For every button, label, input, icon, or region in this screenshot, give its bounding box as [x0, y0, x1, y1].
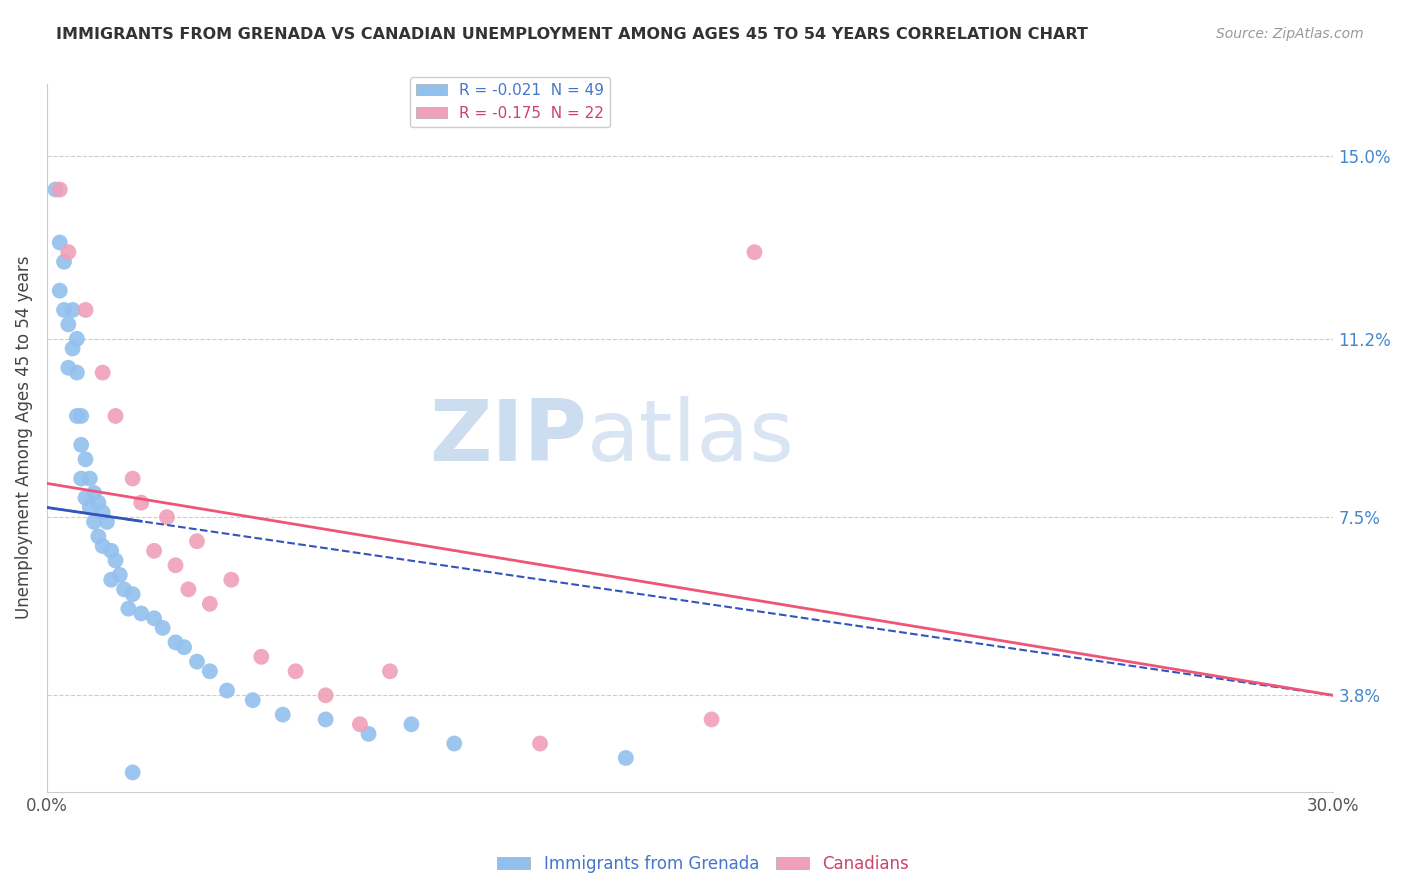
Point: [143, 544, 166, 558]
Point: [44, 182, 66, 196]
Point: [529, 737, 551, 751]
Point: [48, 235, 70, 250]
Point: [62, 302, 84, 317]
Point: [53, 302, 76, 317]
Point: [91, 366, 114, 380]
Point: [315, 713, 337, 727]
Point: [66, 366, 89, 380]
Point: [83, 515, 105, 529]
Point: [443, 737, 465, 751]
Point: [177, 582, 200, 597]
Text: ZIP: ZIP: [429, 396, 588, 479]
Point: [156, 510, 179, 524]
Point: [58, 245, 80, 260]
Point: [744, 245, 766, 260]
Point: [242, 693, 264, 707]
Point: [165, 635, 187, 649]
Point: [108, 568, 131, 582]
Point: [401, 717, 423, 731]
Point: [271, 707, 294, 722]
Legend: Immigrants from Grenada, Canadians: Immigrants from Grenada, Canadians: [491, 848, 915, 880]
Point: [112, 582, 135, 597]
Point: [48, 182, 70, 196]
Point: [104, 553, 127, 567]
Point: [66, 332, 89, 346]
Point: [91, 505, 114, 519]
Legend: R = -0.021  N = 49, R = -0.175  N = 22: R = -0.021 N = 49, R = -0.175 N = 22: [411, 77, 610, 127]
Point: [614, 751, 637, 765]
Point: [87, 529, 110, 543]
Point: [70, 472, 93, 486]
Point: [349, 717, 371, 731]
Point: [165, 558, 187, 573]
Point: [129, 496, 152, 510]
Point: [143, 611, 166, 625]
Point: [58, 318, 80, 332]
Y-axis label: Unemployment Among Ages 45 to 54 years: Unemployment Among Ages 45 to 54 years: [15, 256, 32, 619]
Point: [121, 765, 143, 780]
Point: [121, 472, 143, 486]
Point: [70, 438, 93, 452]
Point: [173, 640, 195, 655]
Point: [100, 573, 122, 587]
Point: [129, 607, 152, 621]
Point: [62, 342, 84, 356]
Point: [53, 254, 76, 268]
Text: atlas: atlas: [588, 396, 796, 479]
Point: [198, 597, 221, 611]
Point: [121, 587, 143, 601]
Point: [221, 573, 243, 587]
Point: [700, 713, 723, 727]
Point: [152, 621, 174, 635]
Text: IMMIGRANTS FROM GRENADA VS CANADIAN UNEMPLOYMENT AMONG AGES 45 TO 54 YEARS CORRE: IMMIGRANTS FROM GRENADA VS CANADIAN UNEM…: [56, 27, 1088, 42]
Point: [70, 409, 93, 423]
Point: [66, 409, 89, 423]
Point: [198, 665, 221, 679]
Point: [186, 655, 208, 669]
Point: [96, 515, 118, 529]
Point: [75, 302, 97, 317]
Point: [315, 689, 337, 703]
Point: [87, 496, 110, 510]
Point: [83, 486, 105, 500]
Point: [250, 649, 273, 664]
Point: [215, 683, 238, 698]
Point: [117, 601, 139, 615]
Text: Source: ZipAtlas.com: Source: ZipAtlas.com: [1216, 27, 1364, 41]
Point: [186, 534, 208, 549]
Point: [75, 491, 97, 505]
Point: [357, 727, 380, 741]
Point: [75, 452, 97, 467]
Point: [79, 472, 101, 486]
Point: [58, 360, 80, 375]
Point: [48, 284, 70, 298]
Point: [104, 409, 127, 423]
Point: [91, 539, 114, 553]
Point: [100, 544, 122, 558]
Point: [79, 500, 101, 515]
Point: [284, 665, 307, 679]
Point: [378, 665, 401, 679]
